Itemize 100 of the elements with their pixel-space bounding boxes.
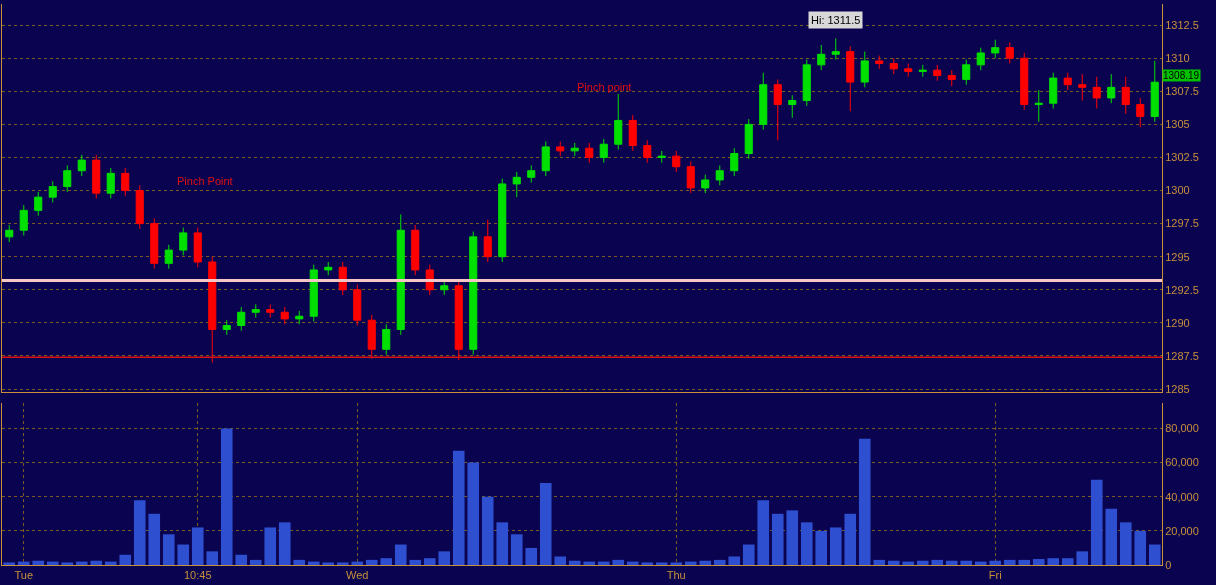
candlestick [121, 167, 130, 197]
bar [206, 551, 219, 565]
candlestick [353, 283, 362, 326]
bar [829, 527, 842, 565]
bar [61, 562, 74, 565]
bar [539, 483, 552, 565]
y-tick-label: 1290 [1165, 316, 1190, 329]
bar [916, 560, 929, 565]
bar [597, 561, 610, 565]
x-tick-label: Wed [346, 569, 369, 582]
candlestick [454, 280, 463, 361]
bar [626, 561, 639, 565]
bar [1003, 559, 1016, 565]
y-tick-label: 40,000 [1165, 490, 1199, 503]
candlestick [904, 63, 913, 78]
bar [75, 561, 88, 565]
candlestick [541, 141, 550, 177]
candlestick [498, 178, 507, 263]
bar [336, 562, 349, 565]
candlestick [860, 51, 869, 88]
bar [1105, 508, 1118, 565]
candlestick [266, 303, 275, 319]
bar [351, 561, 364, 565]
candlestick [628, 114, 637, 152]
bar [655, 562, 668, 565]
bar [307, 561, 320, 565]
candlestick [976, 47, 985, 71]
bar [1061, 558, 1074, 565]
bar [365, 559, 378, 565]
candlestick [208, 256, 217, 364]
bar [786, 510, 799, 565]
y-tick-label: 80,000 [1165, 422, 1199, 435]
candlestick [1092, 76, 1101, 110]
x-tick-label: Tue [14, 569, 34, 582]
candlestick [715, 164, 724, 186]
bar [1018, 559, 1031, 565]
bar [380, 558, 393, 565]
candlestick [788, 94, 797, 119]
candlestick [599, 138, 608, 164]
bar [438, 551, 451, 565]
candlestick [556, 141, 565, 157]
bar [800, 522, 813, 565]
bar [902, 561, 915, 565]
bar [931, 559, 944, 565]
bar [423, 558, 436, 565]
candlestick [585, 142, 594, 164]
bar [757, 500, 770, 565]
bar [394, 544, 407, 565]
candlestick [396, 213, 405, 336]
candlestick [512, 171, 521, 198]
bar [148, 513, 161, 565]
bar [1134, 530, 1147, 565]
y-tick-label: 1287.5 [1165, 349, 1199, 362]
y-tick-label: 1297.5 [1165, 217, 1199, 230]
candlestick [77, 154, 86, 177]
bar [612, 559, 625, 565]
candlestick [1020, 52, 1029, 111]
candlestick [802, 59, 811, 107]
x-tick-label: Fri [988, 569, 1002, 582]
bar [235, 554, 248, 565]
bar [46, 561, 59, 565]
bar [887, 560, 900, 565]
candlestick [106, 167, 115, 199]
bar [496, 522, 509, 565]
bar [1076, 551, 1089, 565]
candlestick [367, 314, 376, 360]
y-tick-label: 0 [1165, 558, 1172, 571]
candlestick [701, 174, 710, 194]
candlestick [1049, 72, 1058, 110]
bar [945, 560, 958, 565]
bar [1090, 479, 1103, 565]
annotation: Pinch point [577, 81, 632, 93]
bar [1148, 544, 1161, 565]
y-tick-label: 1312.5 [1165, 19, 1199, 32]
candlestick [251, 303, 260, 319]
candlestick [440, 280, 449, 296]
candlestick [846, 45, 855, 112]
candlestick [295, 310, 304, 325]
y-tick-label: 1285 [1165, 382, 1190, 395]
bar [989, 560, 1002, 565]
bar [119, 554, 132, 565]
candlestick [280, 306, 289, 325]
bar [17, 561, 30, 565]
candlestick [991, 39, 1000, 59]
y-tick-label: 1300 [1165, 184, 1190, 197]
candlestick [1121, 76, 1130, 115]
candlestick [5, 224, 14, 243]
y-tick-label: 1307.5 [1165, 85, 1199, 98]
bar [409, 559, 422, 565]
bar [554, 556, 567, 565]
bar [684, 561, 697, 565]
bar [974, 561, 987, 565]
bar [90, 560, 103, 565]
candlestick [48, 180, 57, 203]
candlestick [672, 150, 681, 173]
annotation: Hi: 1311.5 [811, 14, 861, 26]
bar [104, 561, 117, 565]
bar [771, 513, 784, 565]
candlestick [831, 37, 840, 61]
candlestick [570, 142, 579, 157]
